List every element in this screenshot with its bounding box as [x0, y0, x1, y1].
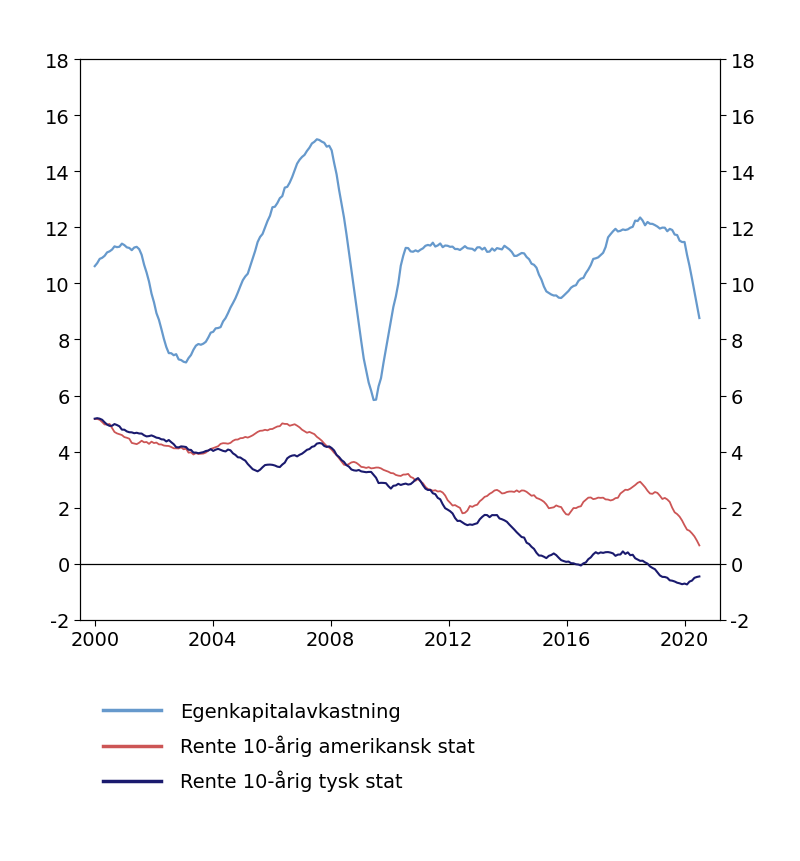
- Legend: Egenkapitalavkastning, Rente 10-årig amerikansk stat, Rente 10-årig tysk stat: Egenkapitalavkastning, Rente 10-årig ame…: [102, 703, 475, 791]
